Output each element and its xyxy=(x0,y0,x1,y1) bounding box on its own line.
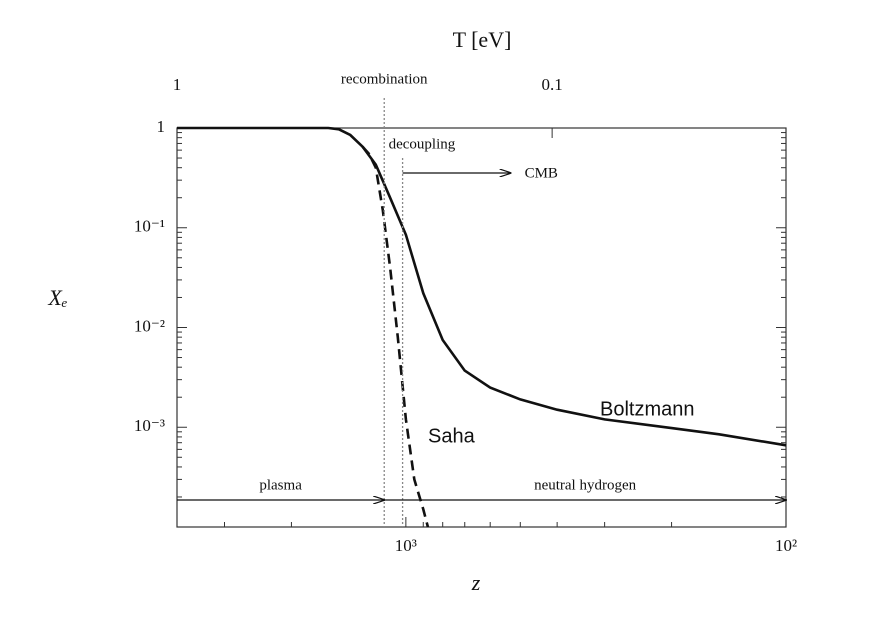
series-line xyxy=(361,145,430,528)
plasma-label: plasma xyxy=(259,477,302,493)
y-tick-label: 1 xyxy=(157,117,166,136)
x-tick-label: 10² xyxy=(775,536,797,555)
y-tick-label: 10⁻¹ xyxy=(134,217,165,236)
x2-axis-label: T [eV] xyxy=(453,27,512,52)
decoupling-label: decoupling xyxy=(389,136,456,152)
neutral-label: neutral hydrogen xyxy=(534,477,637,493)
x2-tick-label: 0.1 xyxy=(542,75,563,94)
x-axis-label: z xyxy=(471,570,481,595)
series-label: Boltzmann xyxy=(600,398,695,420)
plot-frame xyxy=(176,127,787,528)
y-tick-label: 10⁻² xyxy=(134,316,165,335)
series-line xyxy=(177,126,787,447)
y-tick-label: 10⁻³ xyxy=(134,416,165,435)
x2-tick-label: 1 xyxy=(173,75,182,94)
x-tick-label: 10³ xyxy=(395,536,417,555)
series-label: Saha xyxy=(428,425,476,447)
cmb-label: CMB xyxy=(525,165,558,181)
y-axis-label: Xₑ xyxy=(47,285,67,310)
recombination-label: recombination xyxy=(341,71,428,87)
